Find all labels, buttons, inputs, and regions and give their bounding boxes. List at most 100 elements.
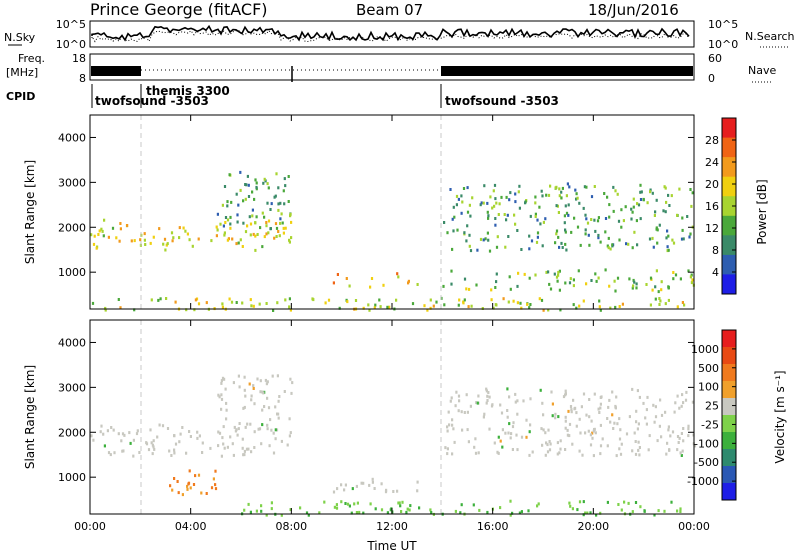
heatmap-cell	[507, 300, 510, 304]
heatmap-cell	[572, 278, 575, 282]
heatmap-cell	[254, 248, 257, 252]
heatmap-cell	[91, 301, 95, 305]
heatmap-cell	[645, 408, 648, 412]
heatmap-cell	[113, 451, 116, 455]
heatmap-cell	[101, 229, 104, 233]
heatmap-cell	[566, 428, 569, 432]
heatmap-cell	[592, 429, 595, 433]
heatmap-cell	[504, 245, 507, 249]
heatmap-cell	[653, 420, 656, 424]
heatmap-cell	[467, 440, 470, 444]
heatmap-cell	[238, 422, 241, 425]
heatmap-cell	[465, 393, 468, 397]
heatmap-cell	[117, 432, 120, 436]
heatmap-cell	[287, 200, 290, 203]
heatmap-cell	[244, 425, 247, 429]
heatmap-cell	[618, 417, 621, 421]
heatmap-cell	[574, 188, 577, 192]
heatmap-cell	[588, 398, 591, 401]
heatmap-cell	[242, 453, 245, 457]
heatmap-cell	[681, 301, 684, 304]
heatmap-cell	[216, 228, 219, 232]
heatmap-cell	[185, 451, 188, 455]
heatmap-cell	[104, 308, 107, 312]
heatmap-cell	[225, 417, 228, 421]
heatmap-cell	[559, 447, 562, 451]
heatmap-cell	[486, 399, 489, 402]
power-heatmap	[90, 170, 695, 312]
heatmap-cell	[482, 415, 485, 419]
heatmap-cell	[454, 509, 457, 513]
heatmap-cell	[166, 427, 170, 430]
heatmap-cell	[622, 219, 625, 223]
heatmap-cell	[667, 234, 670, 238]
heatmap-cell	[136, 429, 139, 433]
colorbar-swatch	[722, 381, 736, 399]
heatmap-cell	[554, 416, 557, 420]
heatmap-cell	[555, 275, 559, 279]
heatmap-cell	[590, 419, 593, 423]
heatmap-cell	[623, 500, 626, 504]
heatmap-cell	[263, 215, 266, 219]
heatmap-cell	[318, 511, 321, 515]
heatmap-cell	[284, 184, 287, 188]
heatmap-cell	[384, 490, 388, 494]
heatmap-cell	[336, 487, 339, 491]
heatmap-cell	[645, 283, 648, 286]
heatmap-cell	[681, 228, 684, 232]
heatmap-cell	[444, 446, 447, 450]
heatmap-cell	[516, 399, 519, 403]
heatmap-cell	[585, 185, 588, 189]
heatmap-cell	[669, 434, 672, 438]
heatmap-cell	[380, 482, 383, 486]
heatmap-cell	[217, 393, 220, 397]
heatmap-cell	[554, 186, 557, 190]
colorbar-swatch	[722, 398, 736, 416]
heatmap-cell	[255, 509, 258, 513]
heatmap-cell	[224, 216, 228, 219]
heatmap-cell	[119, 227, 122, 231]
colorbar-tick-label: 500	[698, 362, 719, 375]
power-y-axis-label: Slant Range [km]	[23, 160, 37, 264]
heatmap-cell	[534, 201, 537, 205]
heatmap-cell	[535, 240, 539, 244]
heatmap-cell	[468, 244, 471, 248]
heatmap-cell	[217, 430, 220, 434]
heatmap-cell	[201, 451, 204, 454]
velocity-y-axis-label: Slant Range [km]	[23, 365, 37, 469]
heatmap-cell	[504, 431, 507, 435]
heatmap-cell	[275, 226, 279, 230]
heatmap-cell	[534, 195, 537, 199]
heatmap-cell	[576, 508, 579, 512]
heatmap-cell	[271, 374, 274, 378]
heatmap-cell	[291, 381, 294, 385]
heatmap-cell	[655, 198, 658, 202]
heatmap-cell	[443, 303, 446, 307]
heatmap-cell	[596, 219, 600, 223]
heatmap-cell	[401, 500, 404, 504]
heatmap-cell	[582, 392, 586, 396]
heatmap-cell	[205, 492, 208, 495]
heatmap-cell	[229, 226, 232, 230]
heatmap-cell	[568, 281, 572, 285]
heatmap-cell	[611, 243, 614, 247]
heatmap-cell	[482, 238, 485, 242]
heatmap-cell	[631, 387, 634, 391]
heatmap-cell	[633, 230, 636, 234]
heatmap-cell	[490, 298, 493, 302]
heatmap-cell	[224, 221, 227, 224]
heatmap-cell	[126, 224, 129, 227]
heatmap-cell	[282, 226, 285, 230]
heatmap-cell	[559, 308, 562, 312]
heatmap-cell	[613, 279, 616, 283]
heatmap-cell	[676, 305, 679, 309]
heatmap-cell	[575, 306, 578, 310]
heatmap-cell	[270, 202, 273, 206]
heatmap-cell	[508, 198, 511, 202]
heatmap-cell	[390, 507, 393, 511]
heatmap-cell	[652, 403, 655, 407]
heatmap-cell	[277, 416, 280, 420]
heatmap-cell	[460, 410, 463, 414]
heatmap-cell	[545, 270, 548, 274]
